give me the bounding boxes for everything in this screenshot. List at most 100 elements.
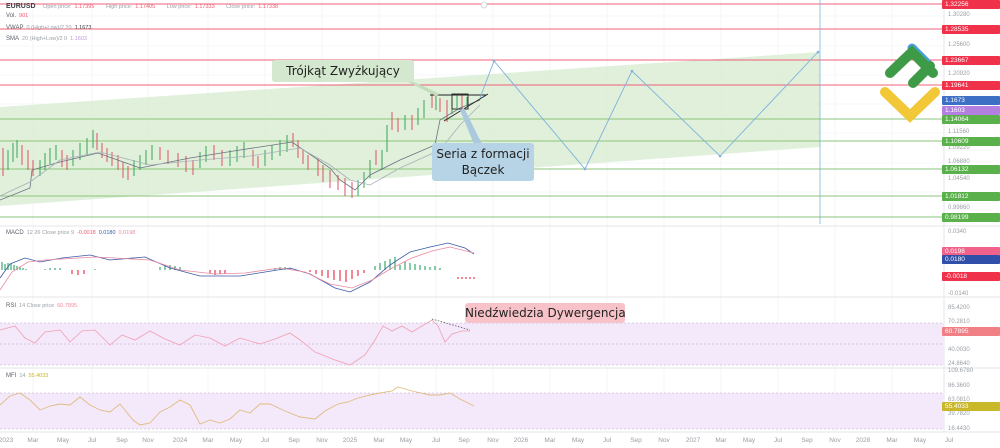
time-tick-label: Sep — [630, 437, 642, 444]
high-value: 1.17405 — [135, 4, 156, 10]
axis-tick-label: 24.8640 — [948, 361, 970, 367]
triangle-callout-pointer — [408, 82, 440, 96]
axis-tick-label: 1.30280 — [948, 12, 970, 18]
time-tick-label: 2026 — [513, 437, 529, 444]
ascending-triangle — [430, 93, 489, 122]
sma-line — [0, 104, 481, 197]
open-value: 1.17395 — [74, 4, 95, 10]
axis-tick-label: 1.20920 — [948, 71, 970, 77]
time-tick-label: 2024 — [172, 437, 188, 444]
close-value: 1.17338 — [258, 4, 279, 10]
time-tick-label: May — [229, 437, 243, 444]
symbol-label: EURUSD — [6, 3, 36, 10]
axis-tick-label: 0.99860 — [948, 205, 970, 211]
time-tick-label: May — [399, 437, 413, 444]
axis-tick-label: 70.2810 — [948, 319, 970, 325]
time-tick-label: Jul — [431, 437, 441, 444]
time-tick-label: 2027 — [685, 437, 701, 444]
time-tick-label: Jul — [260, 437, 270, 444]
price-level-tag: 1.14064 — [942, 114, 1000, 124]
time-tick-label: Mar — [373, 437, 385, 444]
axis-tick-label: 1.25600 — [948, 42, 970, 48]
axis-tick-label: 1.11560 — [948, 129, 970, 135]
time-tick-label: Nov — [487, 437, 499, 444]
time-tick-label: Mar — [715, 437, 727, 444]
mfi-line — [0, 386, 475, 426]
rsi-legend[interactable]: RSI 14 Close price 60.7895 — [6, 303, 78, 309]
projection-nodes — [492, 50, 820, 171]
sma-legend[interactable]: SMA 20 (High+Low)/2 0 1.1603 — [6, 36, 87, 42]
axis-tick-label: 63.0810 — [948, 397, 970, 403]
macd-legend[interactable]: MACD 12 26 Close price 9 -0.0018 0.0180 0.01… — [6, 230, 136, 236]
mfi-band — [0, 393, 944, 429]
price-level-tag: 1.10609 — [942, 136, 1000, 146]
time-tick-label: 2028 — [855, 437, 871, 444]
axis-tick-label: -0.0140 — [948, 291, 969, 297]
bearish-divergence-label[interactable]: Niedźwiedzia Dywergencja — [465, 303, 626, 323]
price-level-tag: 1.19641 — [942, 80, 1000, 90]
macd-signal-line — [0, 246, 475, 291]
spinning-top-callout-pointer — [460, 108, 482, 144]
price-level-tag: 1.32256 — [942, 0, 1000, 9]
time-tick-label: Nov — [658, 437, 670, 444]
macd-line — [0, 242, 475, 293]
price-level-tag: 1.1603 — [942, 105, 1000, 115]
axis-tick-label: 85.4200 — [948, 305, 970, 311]
axis-tick-label: 86.3600 — [948, 383, 970, 389]
time-tick-label: Sep — [458, 437, 470, 444]
axis-tick-label: 1.04540 — [948, 176, 970, 182]
brand-logo — [880, 43, 940, 123]
time-tick-label: May — [913, 437, 927, 444]
price-level-tag: 0.0198 — [942, 246, 1000, 256]
resistance-levels — [0, 3, 944, 86]
candles — [2, 93, 468, 198]
axis-tick-label: 0.0340 — [948, 229, 967, 235]
axis-tick-label: 1.06880 — [948, 159, 970, 165]
time-tick-label: Jul — [773, 437, 783, 444]
time-tick-label: May — [742, 437, 756, 444]
price-level-tag: 0.98199 — [942, 212, 1000, 222]
time-tick-label: Nov — [829, 437, 841, 444]
time-tick-label: Sep — [116, 437, 128, 444]
axis-tick-label: 109.6780 — [948, 368, 974, 374]
time-tick-label: Mar — [202, 437, 214, 444]
axis-tick-label: 16.4430 — [948, 426, 970, 432]
time-tick-label: Jul — [602, 437, 612, 444]
time-tick-label: 2023 — [0, 437, 14, 444]
time-tick-label: Sep — [288, 437, 300, 444]
time-tick-label: May — [571, 437, 585, 444]
spinning-top-label[interactable]: Seria z formacji Bączek — [432, 143, 534, 181]
ascending-channel — [0, 52, 820, 206]
sma-value: 1.1603 — [70, 36, 87, 42]
time-tick-label: Sep — [801, 437, 813, 444]
top-handle — [480, 1, 488, 9]
time-tick-label: Jul — [87, 437, 97, 444]
vwap-legend[interactable]: VWAP 0 (High+Low)/2 20 1.1673 — [6, 25, 92, 31]
volume-value: 901 — [19, 13, 29, 19]
price-level-tag: 60.7895 — [942, 326, 1000, 336]
axis-tick-label: 1.09220 — [948, 145, 970, 151]
mfi-legend[interactable]: MFI 14 55.4033 — [6, 373, 49, 379]
price-level-tag: 1.1673 — [942, 95, 1000, 105]
ascending-triangle-label[interactable]: Trójkąt Zwyżkujący — [272, 60, 414, 82]
price-level-tag: 1.23667 — [942, 55, 1000, 65]
divergence-line — [431, 318, 471, 331]
time-tick-label: May — [56, 437, 70, 444]
time-tick-label: Nov — [316, 437, 328, 444]
time-tick-label: 2025 — [342, 437, 358, 444]
axis-tick-label: 39.7820 — [948, 411, 970, 417]
price-level-tag: 0.0180 — [942, 254, 1000, 264]
volume-legend: Vol. 901 — [6, 13, 29, 19]
main-legend: EURUSD Open price: 1.17395 High price: 1.1… — [6, 3, 279, 10]
time-tick-label: Nov — [142, 437, 154, 444]
price-level-tag: 55.4033 — [942, 401, 1000, 411]
price-level-tag: 1.01812 — [942, 191, 1000, 201]
price-level-tag: 1.06132 — [942, 164, 1000, 174]
low-value: 1.17333 — [194, 4, 215, 10]
time-tick-label: Mar — [886, 437, 898, 444]
price-level-tag: -0.0018 — [942, 271, 1000, 281]
macd-histogram — [1, 257, 475, 282]
time-tick-label: Jul — [944, 437, 954, 444]
price-level-tag: 1.28535 — [942, 24, 1000, 34]
